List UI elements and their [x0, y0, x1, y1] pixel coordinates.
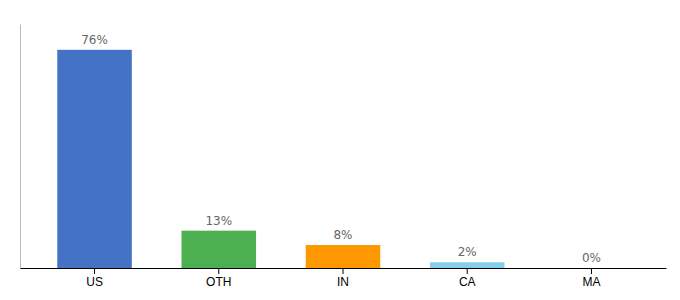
x-tick-label: MA: [582, 275, 600, 289]
bar: [554, 268, 629, 269]
bars: [57, 50, 504, 268]
x-tick: CA: [459, 268, 476, 289]
x-tick-mark: [591, 268, 592, 274]
x-tick-label: OTH: [206, 275, 231, 289]
bar: [182, 231, 257, 268]
x-tick: IN: [337, 268, 349, 289]
data-label: 76%: [81, 33, 108, 47]
x-tick: US: [86, 268, 103, 289]
x-tick-label: US: [86, 275, 103, 289]
plot-area: US OTH IN CA MA 76% 13% 8% 2% 0%: [21, 25, 667, 289]
x-tick-mark: [94, 268, 95, 274]
bar: [306, 245, 381, 268]
x-tick: OTH: [206, 268, 231, 289]
data-label: 0%: [582, 251, 601, 265]
x-tick-mark: [343, 268, 344, 274]
bar: [57, 50, 132, 268]
x-axis: US OTH IN CA MA: [21, 268, 667, 289]
bar: [430, 262, 505, 268]
x-tick-label: CA: [459, 275, 476, 289]
chart: US OTH IN CA MA 76% 13% 8% 2% 0%: [0, 0, 680, 300]
y-axis: [20, 25, 21, 269]
data-label: 13%: [205, 214, 232, 228]
y-axis-line: [20, 25, 21, 269]
data-label: 2%: [458, 245, 477, 259]
x-tick: MA: [582, 268, 600, 289]
data-label: 8%: [333, 228, 352, 242]
x-tick-mark: [467, 268, 468, 274]
x-tick-label: IN: [337, 275, 349, 289]
x-tick-mark: [218, 268, 219, 274]
data-labels: 76% 13% 8% 2% 0%: [81, 33, 601, 265]
